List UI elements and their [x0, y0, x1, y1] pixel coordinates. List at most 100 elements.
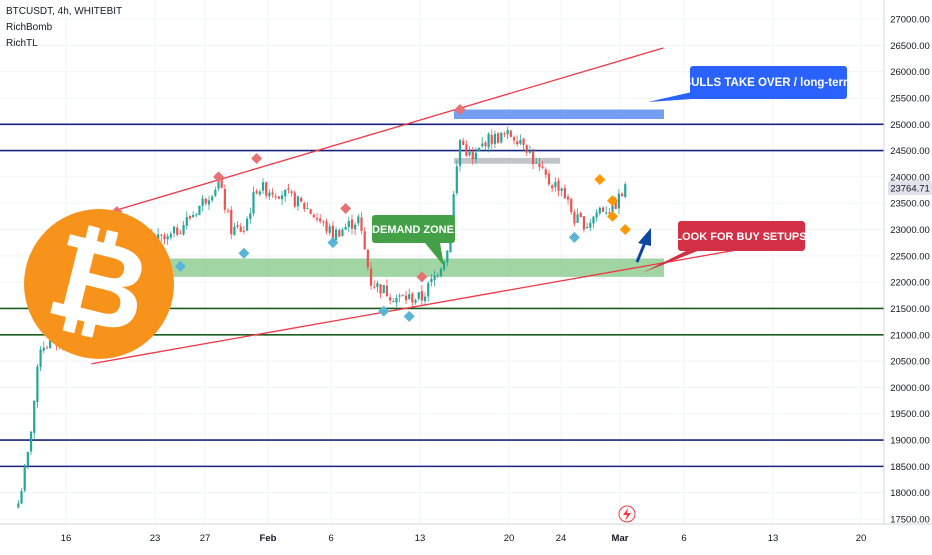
time-tick-label: 6	[328, 533, 333, 544]
candle-body	[20, 490, 23, 504]
candle-body	[188, 215, 192, 219]
candle-body	[195, 214, 198, 216]
candle-body	[249, 213, 252, 220]
buy-signal-icon	[378, 305, 390, 317]
candle-body	[551, 185, 554, 189]
candle-body	[490, 134, 493, 144]
candle-body	[236, 225, 239, 227]
symbol-legend[interactable]: BTCUSDT, 4h, WHITEBIT	[6, 6, 123, 17]
candle-body	[389, 297, 392, 301]
candle-body	[242, 230, 246, 232]
price-tick-label: 22500.00	[890, 251, 930, 262]
time-tick-label: 24	[556, 533, 567, 544]
candles	[17, 126, 627, 509]
candle-body	[204, 198, 207, 204]
candle-body	[303, 203, 306, 209]
candle-body	[509, 130, 512, 137]
candle-body	[481, 143, 484, 147]
time-tick-label: 13	[768, 533, 779, 544]
lightning-icon[interactable]	[618, 505, 636, 523]
candle-body	[26, 451, 29, 466]
warning-signal-icon	[594, 174, 606, 186]
candle-body	[547, 173, 551, 185]
candle-body	[344, 226, 347, 230]
candle-body	[223, 189, 226, 210]
demand-callout: DEMAND ZONE	[372, 215, 455, 266]
candle-body	[220, 179, 223, 188]
candle-body	[214, 189, 217, 196]
price-tick-label: 18500.00	[890, 462, 930, 473]
buy-signal-icon	[238, 247, 250, 259]
candle-body	[392, 301, 395, 303]
candle-body	[414, 300, 417, 303]
candle-body	[439, 268, 443, 277]
candle-body	[29, 431, 33, 452]
candle-body	[39, 349, 42, 367]
price-tick-label: 25500.00	[890, 93, 930, 104]
candle-body	[23, 466, 26, 491]
candle-body	[226, 210, 230, 212]
candle-body	[33, 400, 36, 433]
warning-signal-icon	[607, 195, 619, 207]
candle-body	[598, 207, 601, 214]
candle-body	[579, 212, 582, 218]
buy-signal-icon	[568, 231, 580, 243]
candle-body	[255, 190, 258, 194]
time-tick-label: 27	[200, 533, 211, 544]
buy-signal-icon	[174, 260, 186, 272]
candle-body	[261, 182, 265, 191]
candle-body	[319, 218, 322, 222]
price-tick-label: 21000.00	[890, 330, 930, 341]
price-tick-label: 24500.00	[890, 146, 930, 157]
candle-body	[605, 212, 608, 214]
price-tick-label: 26500.00	[890, 41, 930, 52]
candle-body	[493, 133, 497, 144]
candle-body	[322, 221, 325, 223]
sell-signal-icon	[454, 104, 466, 116]
bulls-callout: BULLS TAKE OVER / long-term	[648, 66, 853, 102]
candle-body	[535, 162, 538, 164]
candle-body	[45, 347, 49, 349]
price-tick-label: 19500.00	[890, 409, 930, 420]
candle-body	[306, 208, 309, 210]
price-tick-label: 20500.00	[890, 357, 930, 368]
candle-body	[312, 215, 315, 218]
candle-body	[172, 226, 176, 234]
indicator-richtl[interactable]: RichTL	[6, 38, 38, 49]
candle-body	[563, 187, 566, 199]
candle-body	[201, 198, 204, 206]
candle-body	[157, 234, 160, 242]
candle-body	[528, 151, 532, 153]
candle-body	[373, 286, 376, 288]
candle-body	[458, 140, 462, 166]
candle-body	[341, 229, 344, 237]
candle-body	[554, 181, 557, 188]
time-tick-label: 23	[150, 533, 161, 544]
candle-body	[379, 284, 382, 294]
trendlines	[91, 47, 778, 365]
candle-body	[233, 226, 236, 235]
candle-body	[608, 212, 611, 214]
candle-body	[293, 192, 296, 207]
price-tick-label: 26000.00	[890, 67, 930, 78]
candle-body	[614, 201, 617, 209]
candle-body	[624, 184, 627, 198]
time-axis[interactable]: 16 23 27 Feb 6 13 20 24 Mar 6 13 20	[0, 523, 932, 544]
bulls-callout-pointer	[648, 92, 692, 102]
candle-body	[423, 296, 427, 301]
price-axis[interactable]: 27000.00 26500.00 26000.00 25500.00 25000.00…	[883, 0, 932, 550]
candle-body	[328, 226, 331, 233]
last-price-label: 23764.71	[890, 184, 930, 195]
buy-callout-box	[678, 221, 805, 251]
warning-signal-icon	[607, 210, 619, 222]
candle-body	[500, 132, 503, 143]
buy-label: LOOK FOR BUY SETUPS	[675, 231, 806, 243]
candle-body	[17, 503, 20, 508]
candle-body	[182, 225, 185, 235]
indicator-richbomb[interactable]: RichBomb	[6, 22, 53, 33]
candle-body	[592, 216, 595, 224]
candle-body	[265, 182, 268, 196]
candle-body	[525, 145, 528, 153]
